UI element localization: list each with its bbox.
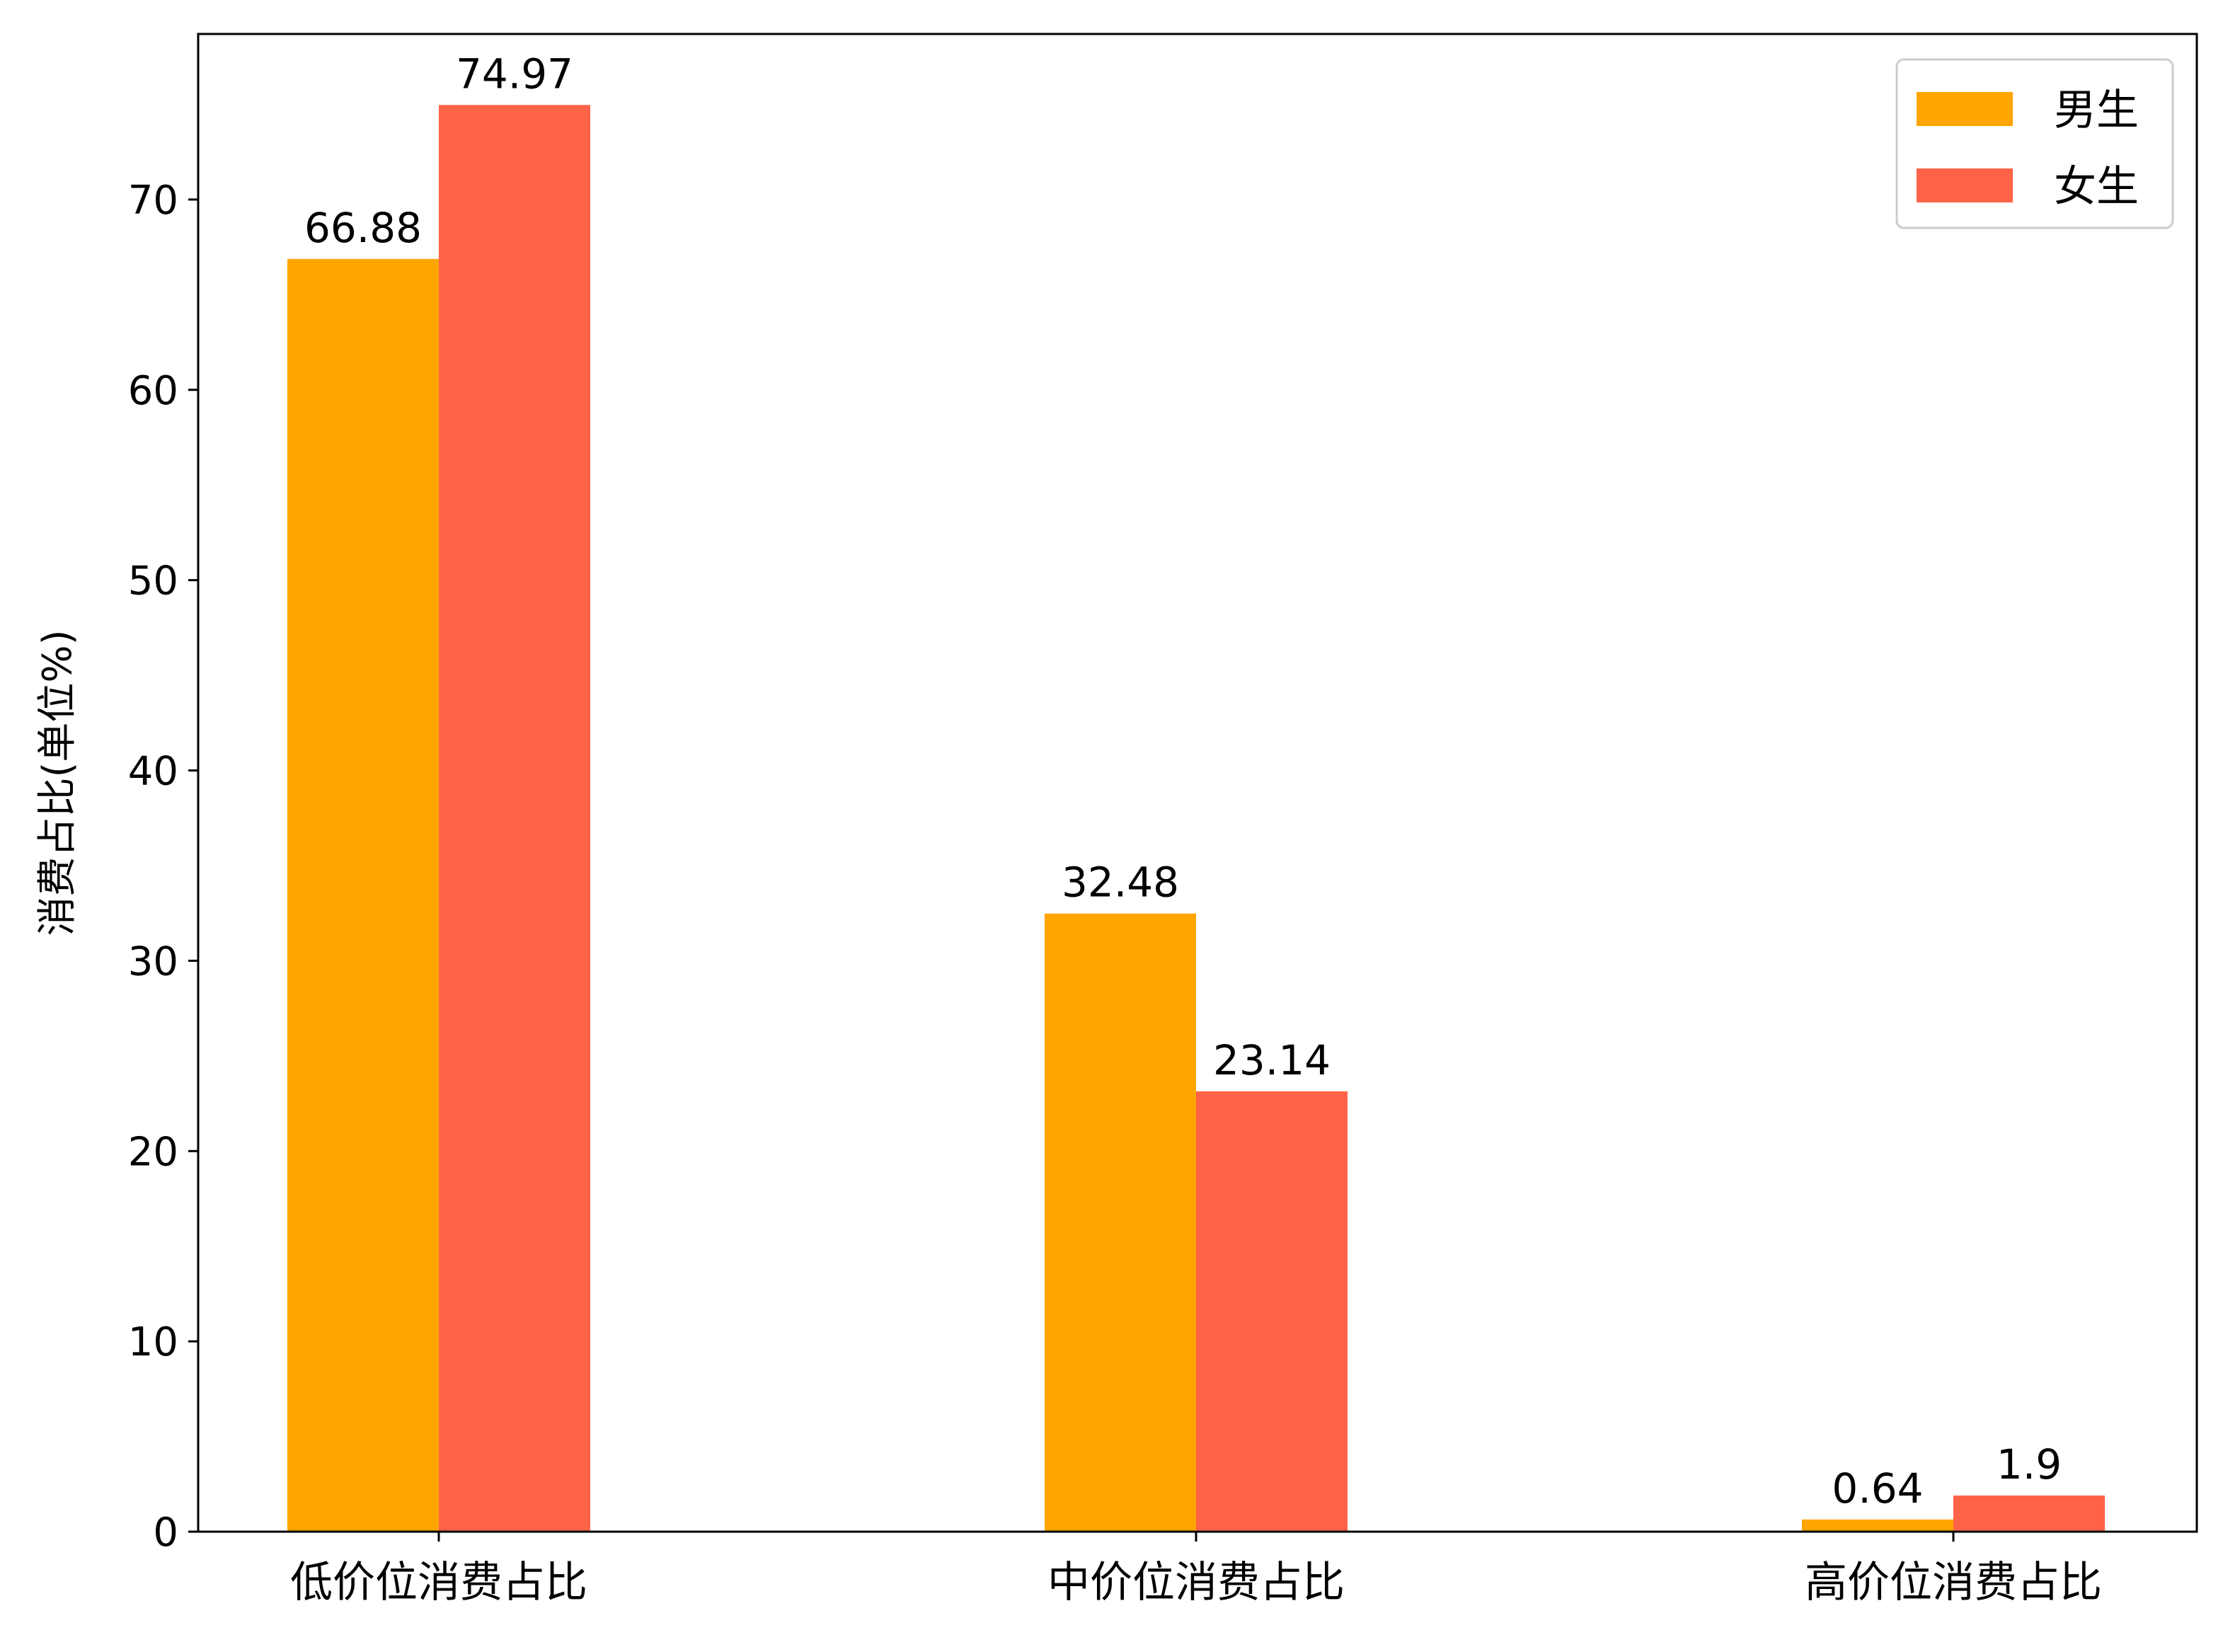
x-tick-label: 中价位消费占比 bbox=[1047, 1558, 1345, 1607]
legend-swatch-female bbox=[1917, 168, 2013, 202]
data-labels-layer: 66.88 32.48 0.64 74.97 23.14 1.9 bbox=[304, 50, 2062, 1513]
y-tick-label: 50 bbox=[128, 558, 178, 604]
y-axis: 0 10 20 30 40 50 60 70 bbox=[128, 178, 198, 1556]
bar-female-1 bbox=[1196, 1091, 1348, 1532]
bar-male-0 bbox=[287, 258, 439, 1532]
y-tick-label: 70 bbox=[128, 178, 178, 224]
bar-male-1 bbox=[1045, 913, 1196, 1532]
bar-male-2 bbox=[1802, 1519, 1953, 1532]
data-label-male-0: 66.88 bbox=[304, 204, 422, 252]
legend-swatch-male bbox=[1917, 92, 2013, 126]
data-label-female-1: 23.14 bbox=[1213, 1036, 1331, 1084]
legend-label-female: 女生 bbox=[2054, 162, 2139, 212]
x-tick-label: 高价位消费占比 bbox=[1805, 1558, 2102, 1607]
y-axis-title: 消费占比(单位%) bbox=[35, 630, 81, 936]
y-tick-label: 20 bbox=[128, 1129, 178, 1175]
legend-label-male: 男生 bbox=[2054, 86, 2139, 135]
y-tick-label: 30 bbox=[128, 939, 178, 985]
y-tick-label: 10 bbox=[128, 1319, 178, 1365]
y-tick-label: 60 bbox=[128, 368, 178, 414]
bar-female-0 bbox=[439, 105, 590, 1532]
data-label-male-1: 32.48 bbox=[1062, 859, 1179, 907]
x-axis: 低价位消费占比 中价位消费占比 高价位消费占比 bbox=[290, 1532, 2102, 1607]
plot-frame bbox=[197, 33, 2198, 1533]
bars-layer bbox=[287, 105, 2105, 1532]
data-label-male-2: 0.64 bbox=[1832, 1464, 1923, 1513]
data-label-female-2: 1.9 bbox=[1997, 1440, 2062, 1488]
x-tick-label: 低价位消费占比 bbox=[290, 1558, 587, 1607]
y-tick-label: 40 bbox=[128, 749, 178, 795]
y-tick-label: 0 bbox=[153, 1510, 178, 1556]
bar-female-2 bbox=[1953, 1495, 2105, 1532]
data-label-female-0: 74.97 bbox=[456, 50, 573, 98]
